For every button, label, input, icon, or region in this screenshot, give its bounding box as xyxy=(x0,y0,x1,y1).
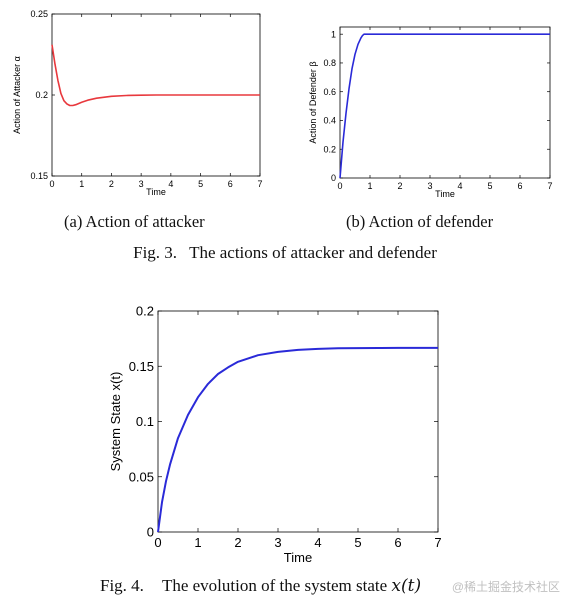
figure-3-text: The actions of attacker and defender xyxy=(189,243,437,262)
x-tick-label: 5 xyxy=(198,179,203,189)
x-tick-label: 1 xyxy=(79,179,84,189)
figure-4-math: x(t) xyxy=(391,576,422,596)
x-axis-label: Time xyxy=(146,187,166,197)
series-line xyxy=(51,44,260,107)
y-tick-label: 0 xyxy=(147,525,154,540)
plot-frame xyxy=(157,310,439,533)
x-tick-label: 6 xyxy=(517,181,522,191)
y-tick-label: 0.05 xyxy=(129,469,154,484)
figure-4-text: The evolution of the system state xyxy=(161,576,388,595)
chart-attacker-action: 0 1 2 3 4 5 6 7 0.15 0.2 0.25 Time Action of Attacke… xyxy=(12,9,263,197)
x-tick-label: 1 xyxy=(367,181,372,191)
x-tick-label: 5 xyxy=(354,535,361,550)
x-tick-label: 3 xyxy=(427,181,432,191)
figure-3-caption: Fig. 3. The actions of attacker and defen… xyxy=(0,243,570,263)
plot-frame xyxy=(339,26,551,179)
x-tick-label: 0 xyxy=(337,181,342,191)
y-tick-label: 0.8 xyxy=(323,58,336,68)
x-tick-label: 4 xyxy=(168,179,173,189)
x-tick-label: 6 xyxy=(394,535,401,550)
figure-4-number: Fig. 4. xyxy=(100,576,144,595)
x-axis-label: Time xyxy=(435,189,455,199)
x-tick-label: 2 xyxy=(234,535,241,550)
x-tick-label: 3 xyxy=(274,535,281,550)
y-tick-label: 0.15 xyxy=(129,359,154,374)
subcaption-a: (a) Action of attacker xyxy=(64,212,205,231)
x-tick-label: 7 xyxy=(257,179,262,189)
figure-4-caption: Fig. 4. The evolution of the system state… xyxy=(100,576,421,596)
y-axis-label: System State x(t) xyxy=(108,372,123,472)
figure-3-number: Fig. 3. xyxy=(133,243,178,262)
y-axis-label: Action of Defender β xyxy=(308,61,318,143)
y-tick-label: 0.25 xyxy=(30,9,48,19)
x-axis-label: Time xyxy=(284,550,312,565)
series-line xyxy=(339,33,550,179)
y-tick-label: 0.6 xyxy=(323,87,336,97)
chart-system-state: 0 1 2 3 4 5 6 7 0 0.05 0.1 0.15 0.2 Time System State … xyxy=(108,304,442,565)
y-tick-label: 0 xyxy=(331,173,336,183)
x-tick-label: 7 xyxy=(547,181,552,191)
x-tick-label: 2 xyxy=(397,181,402,191)
x-tick-label: 1 xyxy=(194,535,201,550)
subcaption-b: (b) Action of defender xyxy=(346,212,494,231)
x-tick-label: 7 xyxy=(434,535,441,550)
x-tick-label: 0 xyxy=(154,535,161,550)
y-tick-label: 0.1 xyxy=(136,414,154,429)
x-tick-label: 3 xyxy=(139,179,144,189)
x-tick-label: 5 xyxy=(487,181,492,191)
y-axis-label: Action of Attacker α xyxy=(12,56,22,134)
series-line xyxy=(157,346,438,533)
y-tick-label: 0.2 xyxy=(136,304,154,319)
y-tick-label: 0.2 xyxy=(323,144,336,154)
x-tick-label: 4 xyxy=(314,535,321,550)
y-tick-label: 0.4 xyxy=(323,116,336,126)
y-tick-label: 0.2 xyxy=(35,90,48,100)
x-tick-label: 2 xyxy=(109,179,114,189)
x-tick-label: 4 xyxy=(457,181,462,191)
x-tick-label: 0 xyxy=(49,179,54,189)
y-tick-label: 0.15 xyxy=(30,171,48,181)
watermark-text: @稀土掘金技术社区 xyxy=(451,580,560,594)
chart-defender-action: 0 1 2 3 4 5 6 7 0 0.2 0.4 0.6 0.8 1 Time Action of Defe… xyxy=(308,26,553,199)
x-tick-label: 6 xyxy=(228,179,233,189)
y-tick-label: 1 xyxy=(331,29,336,39)
